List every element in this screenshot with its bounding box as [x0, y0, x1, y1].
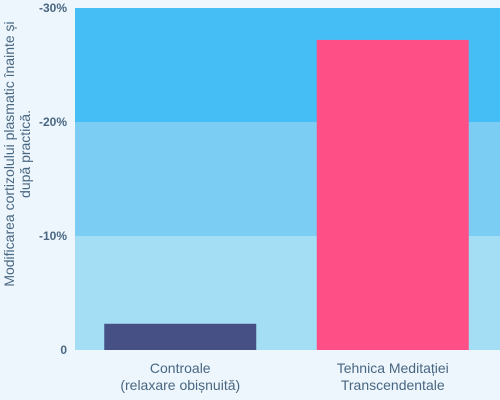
y-tick-label: -20% [39, 115, 67, 129]
y-axis-ticks: 0 -10% -20% -30% [39, 1, 67, 357]
y-axis-title-group: Modificarea cortizolului plasmatic înain… [1, 21, 33, 286]
y-axis-title: Modificarea cortizolului plasmatic înain… [1, 21, 33, 286]
y-axis-label: după practică. [17, 110, 33, 198]
bar [104, 323, 257, 350]
bar [316, 39, 469, 351]
category-label: Transcendentale [341, 377, 445, 393]
y-axis-label: Modificarea cortizolului plasmatic înain… [1, 21, 17, 286]
category-label: Tehnica Meditației [337, 360, 449, 376]
y-tick-label: 0 [60, 343, 67, 357]
y-tick-label: -30% [39, 1, 67, 15]
category-label: Controale [150, 360, 211, 376]
category-label: (relaxare obișnuită) [120, 377, 240, 393]
bars [104, 39, 469, 351]
x-axis-categories: Controale(relaxare obișnuită) Tehnica Med… [120, 360, 448, 393]
y-tick-label: -10% [39, 229, 67, 243]
